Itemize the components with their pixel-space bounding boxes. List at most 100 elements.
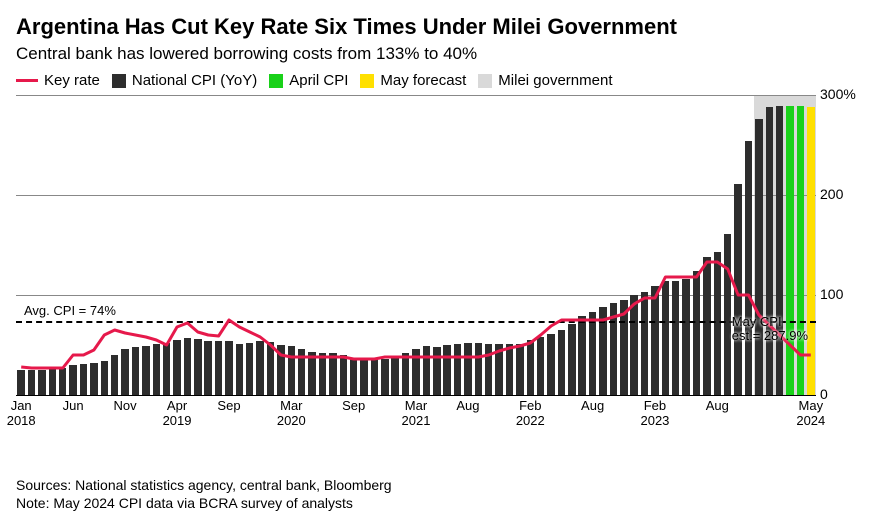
cpi-bar <box>111 355 118 395</box>
cpi-bar <box>288 346 295 395</box>
chart-title: Argentina Has Cut Key Rate Six Times Und… <box>16 14 864 40</box>
cpi-bar <box>80 364 87 395</box>
legend-cpi: National CPI (YoY) <box>112 72 257 89</box>
cpi-bar <box>776 106 783 395</box>
cpi-bar <box>475 343 482 395</box>
cpi-bar <box>714 252 721 395</box>
cpi-bar <box>381 359 388 395</box>
y-tick-label: 300% <box>820 86 856 102</box>
sources-line: Note: May 2024 CPI data via BCRA survey … <box>16 494 392 512</box>
x-tick-label: Feb2023 <box>640 399 669 429</box>
cpi-bar <box>558 330 565 395</box>
cpi-bar <box>662 281 669 395</box>
cpi-bar <box>755 119 762 395</box>
cpi-bar <box>433 347 440 395</box>
legend-april-cpi: April CPI <box>269 72 348 89</box>
cpi-bar <box>90 363 97 395</box>
cpi-bar <box>204 341 211 395</box>
cpi-bar <box>236 344 243 395</box>
x-tick-label: Nov <box>114 399 137 414</box>
cpi-bar <box>807 107 814 395</box>
x-tick-label: Jan2018 <box>7 399 36 429</box>
cpi-bar <box>360 358 367 395</box>
x-tick-label: Apr2019 <box>163 399 192 429</box>
chart-plot-area: Avg. CPI = 74% May CPI est.= 287.9% 0100… <box>16 95 864 425</box>
cpi-bar <box>630 295 637 395</box>
x-tick-label: Mar2020 <box>277 399 306 429</box>
chart-subtitle: Central bank has lowered borrowing costs… <box>16 44 864 64</box>
cpi-bar <box>443 345 450 395</box>
box-swatch-icon <box>360 74 374 88</box>
cpi-bar <box>454 344 461 395</box>
cpi-bar <box>153 344 160 395</box>
legend-key-rate: Key rate <box>16 72 100 89</box>
cpi-bar <box>641 292 648 395</box>
cpi-bar <box>298 349 305 395</box>
cpi-bar <box>537 337 544 395</box>
cpi-bar <box>703 257 710 395</box>
legend-may-forecast: May forecast <box>360 72 466 89</box>
cpi-bar <box>173 340 180 395</box>
x-axis: Jan2018JunNovApr2019SepMar2020SepMar2021… <box>16 399 816 425</box>
cpi-bar <box>225 341 232 395</box>
cpi-bar <box>308 352 315 395</box>
cpi-bar <box>766 107 773 395</box>
legend-label: Key rate <box>44 72 100 89</box>
avg-cpi-line <box>16 321 816 323</box>
cpi-bar <box>371 359 378 395</box>
sources-line: Sources: National statistics agency, cen… <box>16 476 392 494</box>
cpi-bar <box>412 349 419 395</box>
x-tick-label: Aug <box>581 399 604 414</box>
bar-series <box>16 95 816 395</box>
cpi-bar <box>121 349 128 395</box>
cpi-bar <box>142 346 149 395</box>
legend-milei: Milei government <box>478 72 612 89</box>
cpi-bar <box>101 361 108 395</box>
cpi-bar <box>516 344 523 395</box>
cpi-bar <box>163 343 170 395</box>
cpi-bar <box>547 334 554 395</box>
chart-sources: Sources: National statistics agency, cen… <box>16 476 392 512</box>
cpi-bar <box>38 370 45 395</box>
annotation-text: est.= 287.9% <box>732 328 808 343</box>
x-tick-label: Sep <box>342 399 365 414</box>
y-axis: 0100200300% <box>820 95 864 395</box>
box-swatch-icon <box>478 74 492 88</box>
line-swatch-icon <box>16 79 38 82</box>
cpi-bar <box>28 370 35 395</box>
cpi-bar <box>329 353 336 395</box>
cpi-bar <box>651 286 658 395</box>
x-tick-label: May2024 <box>796 399 825 429</box>
cpi-bar <box>672 281 679 395</box>
cpi-bar <box>277 345 284 395</box>
cpi-bar <box>734 184 741 395</box>
cpi-bar <box>423 346 430 395</box>
cpi-bar <box>527 340 534 395</box>
box-swatch-icon <box>112 74 126 88</box>
chart-container: Argentina Has Cut Key Rate Six Times Und… <box>0 0 880 522</box>
cpi-bar <box>693 271 700 395</box>
cpi-bar <box>267 342 274 395</box>
cpi-bar <box>578 316 585 395</box>
legend: Key rate National CPI (YoY) April CPI Ma… <box>16 72 864 89</box>
cpi-bar <box>682 279 689 395</box>
cpi-bar <box>215 341 222 395</box>
legend-label: May forecast <box>380 72 466 89</box>
cpi-bar <box>620 300 627 395</box>
cpi-bar <box>797 106 804 395</box>
y-tick-label: 100 <box>820 286 843 302</box>
cpi-bar <box>69 365 76 395</box>
cpi-bar <box>391 357 398 395</box>
cpi-bar <box>610 303 617 395</box>
cpi-bar <box>132 347 139 395</box>
y-tick-label: 200 <box>820 186 843 202</box>
cpi-bar <box>568 324 575 395</box>
x-tick-label: Jun <box>63 399 84 414</box>
cpi-bar <box>506 344 513 395</box>
cpi-bar <box>194 339 201 395</box>
cpi-bar <box>724 234 731 395</box>
cpi-bar <box>350 358 357 395</box>
cpi-bar <box>184 338 191 395</box>
cpi-bar <box>495 344 502 395</box>
cpi-bar <box>786 106 793 395</box>
